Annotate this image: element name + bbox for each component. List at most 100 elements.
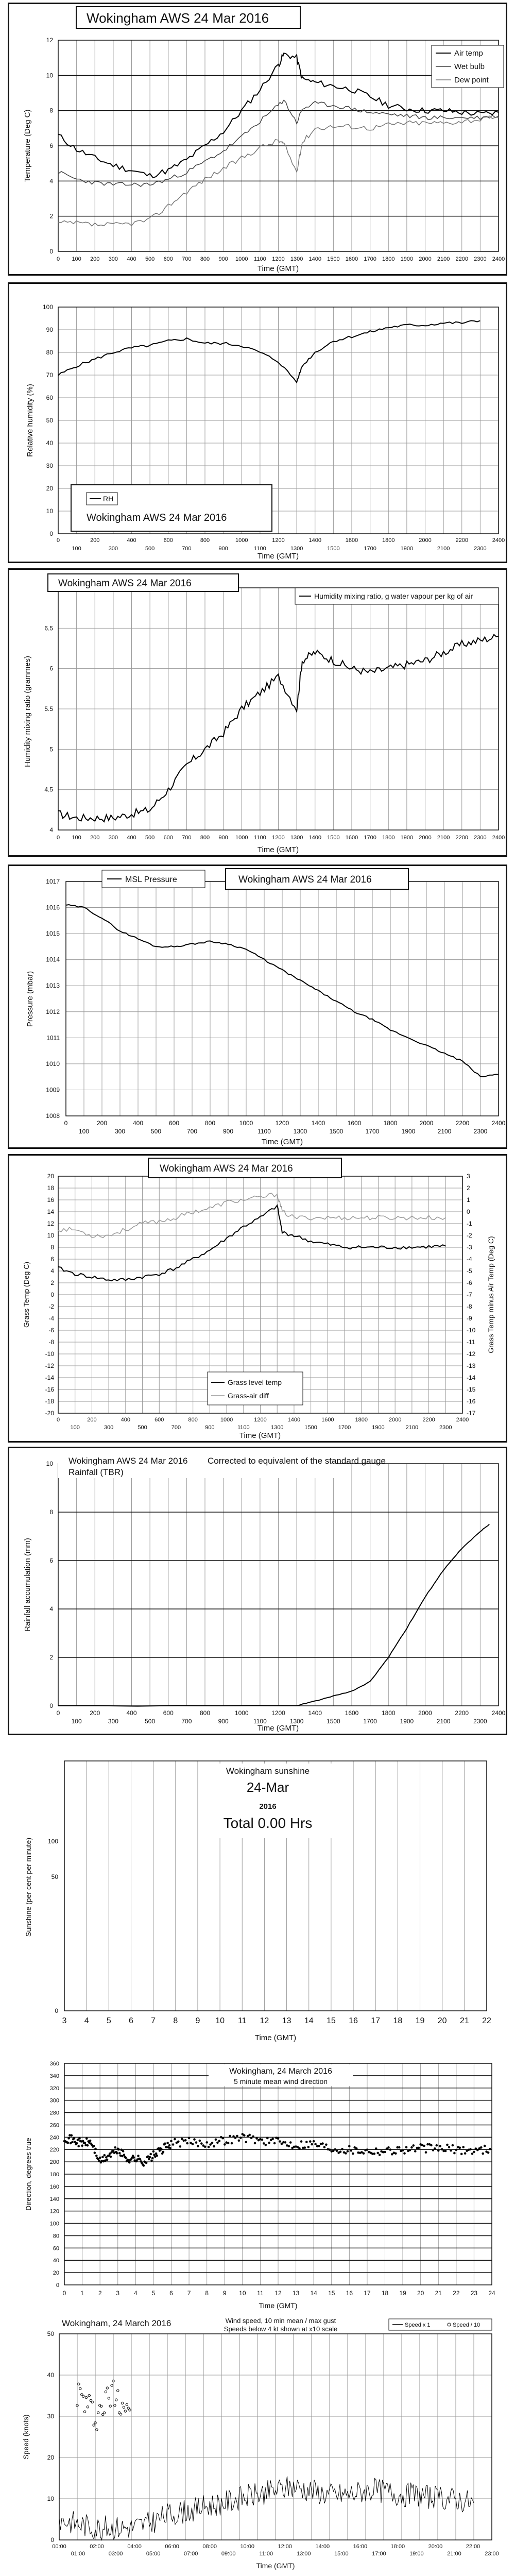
grass-tick-y--18: -18 [45,1398,55,1405]
wind-direction-point [432,2149,435,2151]
rain-tick-y-4: 4 [49,1605,53,1613]
wind-direction-point [142,2164,145,2167]
mixing-ratio-title-box [47,573,239,592]
wind-direction-point [86,2144,89,2147]
wind-direction-point [408,2149,411,2151]
grass-tick-y--2: -2 [48,1303,54,1310]
sun-tick-x-17: 17 [371,2016,380,2025]
wind-direction-point [207,2146,210,2148]
wind-direction-point [158,2149,161,2152]
wind-direction-point [170,2140,173,2142]
wind-direction-point [448,2146,451,2148]
wind-direction-point [243,2134,246,2137]
wind-direction-point [261,2138,264,2141]
wind-direction-point [312,2140,315,2143]
wind-direction-point [112,2149,115,2153]
wdir-tick-x-16: 16 [346,2290,353,2297]
wind-direction-point [123,2154,126,2156]
wind-speed-div10-point [121,2401,124,2405]
grass-tick2-y-3: 3 [467,1173,470,1180]
rh-tick-xt-1000: 1000 [235,537,248,544]
rainfall-xlabel: Time (GMT) [258,1724,299,1733]
humidity-legend-box [71,484,272,532]
wspeed-tick-xt-02:00: 02:00 [90,2544,104,2550]
temp-tick-y-0: 0 [49,248,53,255]
rain-tick-y-6: 6 [49,1557,53,1564]
wind-direction-point [93,2151,96,2154]
mix-tick-x-1900: 1900 [401,835,413,841]
wind-direction-point [478,2147,481,2150]
wind-direction-point [103,2154,106,2157]
wind-speed-div10-point [127,2406,130,2410]
grass-tick-y-4: 4 [50,1267,54,1275]
grass-tick2-y--13: -13 [467,1362,476,1369]
rh-tick-y-40: 40 [46,439,54,447]
wdir-tick-y-100: 100 [50,2221,59,2227]
wind-direction-point [287,2145,290,2147]
grass-tick-y-16: 16 [47,1196,55,1204]
wind-direction-point [323,2146,326,2148]
press-tick-xt-200: 200 [97,1120,107,1127]
wind-direction-point [378,2154,381,2156]
wind-direction-point [394,2152,397,2155]
sunshine-chart: 3 4 5 6 7 8 9 10 11 12 13 14 15 16 17 18 19 20 21 22 0 50 100 … [8,1740,507,2044]
rh-tick-xt-200: 200 [90,537,99,544]
wind-speed-div10-point [84,2396,88,2399]
wind-direction-point [162,2150,165,2154]
wind-direction-point [264,2144,267,2146]
wind-direction-point [245,2141,248,2144]
wind-direction-point [150,2159,153,2162]
mix-tick-x-1400: 1400 [309,835,321,841]
grass-tick-xt-2000: 2000 [389,1417,401,1423]
wdir-tick-y-140: 140 [50,2196,59,2202]
sunshine-ticks: 3 4 5 6 7 8 9 10 11 12 13 14 15 16 17 18 19 20 21 22 0 50 100 [48,1838,491,2025]
wind-direction-point [460,2153,463,2156]
wind-speed-div10-point [101,2413,105,2416]
grass-tick2-y--17: -17 [467,1410,476,1417]
temp-tick-x-1100: 1100 [254,256,266,262]
rainfall-subtitle: Corrected to equivalent of the standard … [208,1456,386,1466]
wind-direction-point [414,2150,417,2153]
mix-tick-x-0: 0 [57,835,60,841]
rain-tick-xb-300: 300 [108,1718,118,1725]
wdir-tick-y-60: 60 [53,2245,59,2251]
wdir-tick-y-340: 340 [50,2073,59,2079]
wdir-tick-y-40: 40 [53,2258,59,2264]
humidity-title: Wokingham AWS 24 Mar 2016 [87,512,227,523]
rh-tick-xb-500: 500 [145,546,154,552]
wind-direction-point [416,2146,419,2149]
wspeed-tick-y-30: 30 [47,2413,55,2420]
grass-tick2-y--16: -16 [467,1398,476,1405]
rh-tick-y-80: 80 [46,349,54,356]
wind-direction-point [466,2149,468,2152]
wind-speed-div10-point [106,2386,109,2389]
wspeed-tick-xt-08:00: 08:00 [202,2544,217,2550]
wind-direction-point [487,2151,490,2154]
wind-direction-point [81,2144,83,2147]
wind-direction-point [174,2138,176,2141]
wind-direction-point [485,2150,488,2153]
wdir-tick-y-200: 200 [50,2159,59,2165]
sun-tick-x-14: 14 [304,2016,314,2025]
temperature-ylabel: Temperature (Deg C) [23,110,32,182]
sunshine-year: 2016 [259,1802,276,1811]
rain-tick-xt-2200: 2200 [455,1709,469,1717]
wspeed-tick-xb-15:00: 15:00 [334,2551,349,2557]
wind-direction-point [335,2149,338,2152]
grass-tick2-y--5: -5 [467,1267,472,1275]
wind-direction-point [71,2141,74,2143]
sun-tick-x-3: 3 [62,2016,67,2025]
wind-direction-point [350,2149,353,2152]
wind-direction-point [346,2150,349,2153]
temp-tick-y-10: 10 [46,72,54,79]
temp-tick-x-200: 200 [90,256,99,262]
rain-tick-xt-1000: 1000 [235,1709,249,1717]
press-tick-xb-1300: 1300 [294,1128,307,1135]
rainfall-chart: 0 200 400 600 800 1000 1200 1400 1600 1800 2000 220… [8,1447,507,1735]
wind-direction-point [118,2152,121,2155]
wdir-tick-y-0: 0 [56,2282,59,2289]
wind-direction-point [464,2152,467,2155]
wind-direction-point [332,2149,335,2152]
wind-direction-point [289,2141,292,2144]
humidity-svg: 0 200 400 600 800 1000 1200 1400 1600 1800 2000 220… [26,303,505,561]
